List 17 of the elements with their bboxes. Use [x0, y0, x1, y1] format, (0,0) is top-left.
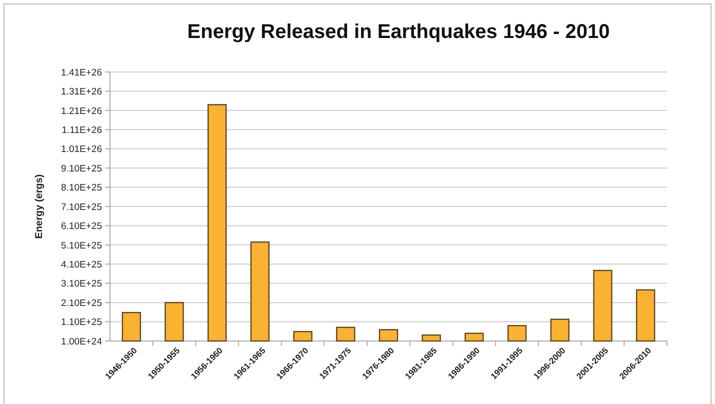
y-tick-label: 1.01E+26	[61, 144, 102, 156]
y-tick-label: 5.10E+25	[61, 240, 102, 252]
y-tick-label: 1.31E+26	[61, 86, 102, 98]
y-tick-label: 8.10E+25	[61, 182, 102, 194]
y-tick-label: 1.11E+26	[62, 124, 102, 136]
y-tick-label: 4.10E+25	[61, 259, 102, 270]
y-axis-title: Energy (ergs)	[34, 174, 45, 239]
y-tick-label: 9.10E+25	[61, 163, 102, 174]
y-tick-label: 1.00E+24	[61, 336, 102, 348]
y-tick-label: 1.21E+26	[61, 106, 102, 117]
y-tick-label: 7.10E+25	[61, 202, 102, 213]
y-tick-label: 2.10E+25	[61, 298, 102, 309]
chart-title: Energy Released in Earthquakes 1946 - 2010	[187, 21, 610, 43]
y-tick-label: 3.10E+25	[61, 278, 102, 290]
y-tick-label: 6.10E+25	[61, 221, 102, 232]
y-tick-label: 1.10E+25	[61, 317, 102, 328]
y-tick-label: 1.41E+26	[61, 67, 102, 78]
